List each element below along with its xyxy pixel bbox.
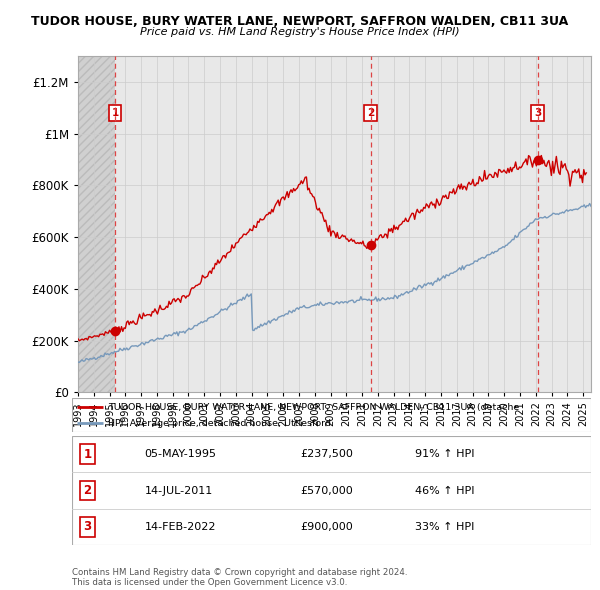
Bar xyxy=(78,56,115,392)
Text: 3: 3 xyxy=(534,108,541,118)
Text: 46% ↑ HPI: 46% ↑ HPI xyxy=(415,486,474,496)
Text: TUDOR HOUSE, BURY WATER LANE, NEWPORT, SAFFRON WALDEN, CB11 3UA (detache: TUDOR HOUSE, BURY WATER LANE, NEWPORT, S… xyxy=(109,403,520,412)
Text: 14-FEB-2022: 14-FEB-2022 xyxy=(145,522,216,532)
Text: 1: 1 xyxy=(112,108,119,118)
Text: Price paid vs. HM Land Registry's House Price Index (HPI): Price paid vs. HM Land Registry's House … xyxy=(140,27,460,37)
Text: £900,000: £900,000 xyxy=(301,522,353,532)
Text: HPI: Average price, detached house, Uttlesford: HPI: Average price, detached house, Uttl… xyxy=(109,419,331,428)
Text: Contains HM Land Registry data © Crown copyright and database right 2024.
This d: Contains HM Land Registry data © Crown c… xyxy=(72,568,407,587)
Text: TUDOR HOUSE, BURY WATER LANE, NEWPORT, SAFFRON WALDEN, CB11 3UA: TUDOR HOUSE, BURY WATER LANE, NEWPORT, S… xyxy=(31,15,569,28)
Text: 14-JUL-2011: 14-JUL-2011 xyxy=(145,486,213,496)
Text: £237,500: £237,500 xyxy=(301,449,353,459)
Text: 33% ↑ HPI: 33% ↑ HPI xyxy=(415,522,474,532)
Text: 05-MAY-1995: 05-MAY-1995 xyxy=(145,449,217,459)
Text: £570,000: £570,000 xyxy=(301,486,353,496)
Text: 3: 3 xyxy=(83,520,92,533)
Text: 2: 2 xyxy=(83,484,92,497)
Text: 91% ↑ HPI: 91% ↑ HPI xyxy=(415,449,474,459)
Text: 1: 1 xyxy=(83,448,92,461)
Text: 2: 2 xyxy=(367,108,374,118)
